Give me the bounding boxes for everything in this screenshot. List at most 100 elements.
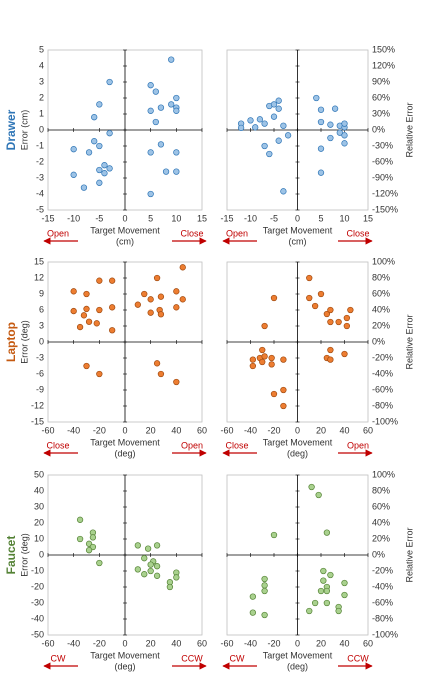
x-tick-label: -20 bbox=[267, 425, 280, 435]
data-point bbox=[280, 188, 287, 195]
data-point bbox=[331, 105, 339, 112]
y-tick-label: 30% bbox=[372, 108, 390, 118]
data-point bbox=[168, 56, 175, 63]
data-point bbox=[147, 190, 154, 198]
direction-right: Close bbox=[346, 228, 369, 238]
y-axis-label: Error (deg) bbox=[19, 320, 29, 364]
data-point bbox=[266, 150, 273, 158]
data-point bbox=[157, 141, 165, 148]
data-point bbox=[280, 402, 287, 410]
data-point bbox=[70, 146, 77, 153]
data-point bbox=[317, 587, 325, 595]
data-point bbox=[270, 390, 278, 398]
y-tick-label: 0 bbox=[39, 336, 44, 346]
data-point bbox=[153, 563, 161, 570]
data-point bbox=[270, 531, 278, 539]
direction-right: Open bbox=[347, 440, 369, 450]
data-point bbox=[157, 370, 165, 378]
y-tick-label: -5 bbox=[36, 204, 44, 214]
y-axis-label: Error (cm) bbox=[19, 110, 29, 151]
x-axis-label: Target Movement bbox=[90, 225, 160, 235]
x-tick-label: 60 bbox=[363, 638, 373, 648]
y-tick-label: -150% bbox=[372, 204, 398, 214]
data-point bbox=[147, 107, 154, 114]
data-point bbox=[85, 318, 93, 325]
direction-left: Close bbox=[225, 440, 248, 450]
data-point bbox=[152, 118, 159, 126]
x-tick-label: -15 bbox=[41, 213, 54, 223]
x-tick-label: 40 bbox=[171, 638, 181, 648]
y-tick-label: 100% bbox=[372, 469, 395, 479]
data-point bbox=[141, 571, 148, 578]
data-point bbox=[341, 579, 348, 587]
y-tick-label: -90% bbox=[372, 172, 393, 182]
data-point bbox=[80, 184, 88, 191]
direction-left: Open bbox=[47, 228, 69, 238]
data-point bbox=[275, 97, 282, 104]
data-point bbox=[317, 145, 325, 152]
x-tick-label: -10 bbox=[67, 213, 80, 223]
y-tick-label: -60% bbox=[372, 156, 393, 166]
y-tick-label: -60% bbox=[372, 597, 393, 607]
x-axis-unit: (deg) bbox=[287, 661, 308, 671]
data-point bbox=[83, 362, 90, 370]
data-point bbox=[173, 168, 180, 175]
data-point bbox=[261, 120, 268, 127]
direction-left: CW bbox=[51, 653, 66, 663]
data-point bbox=[249, 609, 257, 616]
x-tick-label: 0 bbox=[295, 213, 300, 223]
data-point bbox=[317, 118, 325, 126]
y-tick-label: 2 bbox=[39, 92, 44, 102]
data-point bbox=[134, 566, 141, 573]
data-point bbox=[347, 306, 354, 314]
data-point bbox=[284, 132, 292, 139]
x-tick-label: 0 bbox=[122, 638, 127, 648]
data-point bbox=[249, 362, 257, 370]
y-tick-label: -100% bbox=[372, 629, 398, 639]
y-tick-label: -20% bbox=[372, 352, 393, 362]
y-tick-label: 60% bbox=[372, 501, 390, 511]
x-axis-unit: (cm) bbox=[289, 236, 307, 246]
x-axis-label: Target Movement bbox=[90, 650, 160, 660]
row-label: Drawer bbox=[4, 109, 18, 150]
data-point bbox=[317, 169, 325, 176]
data-point bbox=[320, 567, 327, 575]
data-point bbox=[96, 166, 103, 174]
data-point bbox=[157, 293, 165, 300]
y-tick-label: 40% bbox=[372, 304, 390, 314]
y-tick-label: -15 bbox=[31, 416, 44, 426]
y-tick-label: 12 bbox=[34, 272, 44, 282]
y-tick-label: 9 bbox=[39, 288, 44, 298]
data-point bbox=[313, 94, 320, 102]
x-tick-label: 15 bbox=[197, 213, 207, 223]
data-point bbox=[275, 137, 282, 144]
x-tick-label: 0 bbox=[122, 425, 127, 435]
x-tick-label: 10 bbox=[339, 213, 349, 223]
data-point bbox=[179, 264, 186, 271]
y-tick-label: -80% bbox=[372, 400, 393, 410]
data-point bbox=[317, 106, 325, 113]
y-tick-label: -4 bbox=[36, 188, 44, 198]
y-tick-label: 80% bbox=[372, 485, 390, 495]
x-tick-label: -40 bbox=[244, 638, 257, 648]
y-tick-label: -30 bbox=[31, 597, 44, 607]
x-tick-label: 0 bbox=[295, 425, 300, 435]
data-point bbox=[173, 107, 180, 114]
data-point bbox=[327, 356, 334, 363]
data-point bbox=[249, 593, 257, 600]
data-point bbox=[96, 277, 103, 284]
y-tick-label: 60% bbox=[372, 92, 390, 102]
data-point bbox=[157, 104, 165, 111]
y-tick-label: 60% bbox=[372, 288, 390, 298]
x-tick-label: -15 bbox=[220, 213, 233, 223]
data-point bbox=[109, 277, 116, 284]
data-point bbox=[70, 171, 77, 178]
x-tick-label: -60 bbox=[220, 425, 233, 435]
data-point bbox=[237, 124, 245, 132]
data-point bbox=[147, 296, 154, 303]
data-point bbox=[315, 491, 322, 499]
data-point bbox=[109, 327, 116, 334]
data-point bbox=[341, 140, 348, 147]
data-point bbox=[270, 113, 278, 120]
x-tick-label: -10 bbox=[244, 213, 257, 223]
